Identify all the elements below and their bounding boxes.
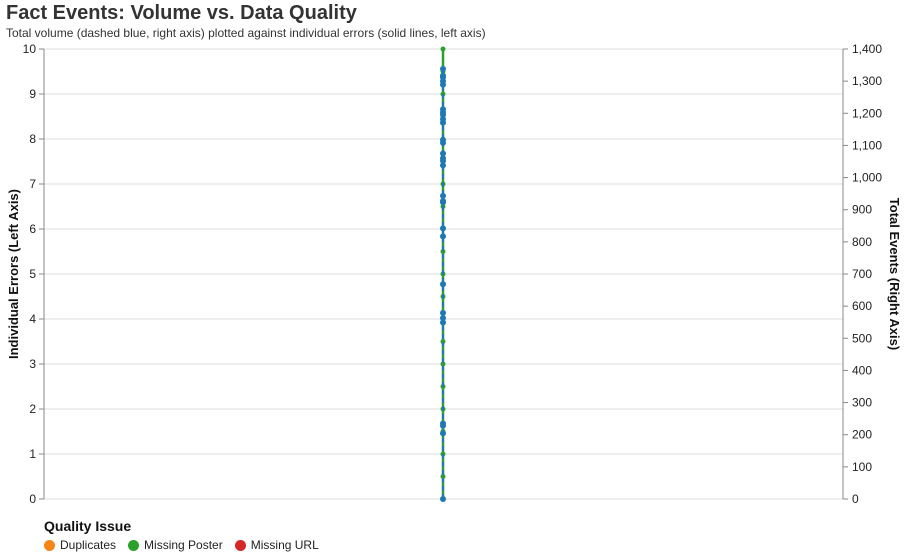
right-axis-title: Total Events (Right Axis) bbox=[887, 198, 902, 350]
right-tick-label: 1,000 bbox=[852, 171, 882, 185]
left-axis-title: Individual Errors (Left Axis) bbox=[6, 189, 21, 359]
left-tick-label: 6 bbox=[29, 222, 36, 236]
legend: Quality Issue Duplicates Missing Poster Mi… bbox=[44, 518, 319, 552]
legend-items: Duplicates Missing Poster Missing URL bbox=[44, 538, 319, 552]
right-tick-label: 900 bbox=[852, 203, 872, 217]
data-point bbox=[440, 225, 446, 232]
legend-swatch bbox=[234, 539, 246, 551]
data-point bbox=[440, 198, 446, 205]
left-tick-label: 4 bbox=[29, 312, 36, 326]
legend-label: Missing Poster bbox=[144, 538, 223, 552]
right-tick-label: 1,300 bbox=[852, 74, 882, 88]
data-point bbox=[440, 162, 446, 169]
right-tick-label: 1,200 bbox=[852, 106, 882, 120]
data-point bbox=[440, 430, 446, 437]
right-tick-label: 0 bbox=[852, 492, 859, 506]
chart-canvas: 0 1 2 3 4 5 6 7 8 9 10 0 100 200 300 400 500 600 700 800 90… bbox=[6, 42, 902, 506]
left-tick-label: 10 bbox=[23, 42, 37, 56]
left-tick-label: 8 bbox=[29, 132, 36, 146]
data-point bbox=[440, 249, 446, 254]
left-tick-label: 9 bbox=[29, 87, 36, 101]
left-tick-label: 1 bbox=[29, 447, 36, 461]
legend-item[interactable]: Duplicates bbox=[44, 538, 116, 552]
right-tick-label: 400 bbox=[852, 363, 872, 377]
left-tick-label: 2 bbox=[29, 402, 36, 416]
legend-item[interactable]: Missing URL bbox=[234, 538, 319, 552]
data-point bbox=[440, 116, 446, 123]
right-tick-label: 800 bbox=[852, 235, 872, 249]
legend-swatch bbox=[128, 539, 140, 551]
data-point bbox=[440, 474, 446, 479]
left-tick-label: 7 bbox=[29, 177, 36, 191]
right-tick-label: 100 bbox=[852, 460, 872, 474]
data-point bbox=[440, 281, 446, 288]
right-tick-label: 500 bbox=[852, 331, 872, 345]
data-point bbox=[440, 315, 446, 322]
data-point bbox=[440, 233, 446, 240]
right-axis: 0 100 200 300 400 500 600 700 800 900 1,000 1,100 1,… bbox=[842, 42, 882, 506]
data-point bbox=[440, 339, 446, 344]
data-point bbox=[440, 46, 446, 52]
right-tick-label: 1,100 bbox=[852, 138, 882, 152]
left-axis: 0 1 2 3 4 5 6 7 8 9 10 bbox=[23, 42, 45, 506]
right-tick-label: 700 bbox=[852, 267, 872, 281]
right-tick-label: 300 bbox=[852, 396, 872, 410]
left-tick-label: 3 bbox=[29, 357, 36, 371]
chart-subtitle: Total volume (dashed blue, right axis) p… bbox=[6, 26, 486, 40]
data-point bbox=[440, 420, 446, 427]
data-point bbox=[440, 155, 446, 162]
data-point bbox=[440, 361, 446, 367]
right-tick-label: 1,400 bbox=[852, 42, 882, 56]
data-point bbox=[440, 106, 446, 113]
right-tick-label: 600 bbox=[852, 299, 872, 313]
left-tick-label: 0 bbox=[29, 492, 36, 506]
legend-label: Duplicates bbox=[60, 538, 117, 552]
data-point bbox=[440, 192, 446, 199]
legend-title: Quality Issue bbox=[44, 518, 132, 534]
legend-label: Missing URL bbox=[250, 538, 319, 552]
data-point bbox=[440, 319, 446, 326]
chart-title: Fact Events: Volume vs. Data Quality bbox=[6, 2, 357, 24]
left-tick-label: 5 bbox=[29, 267, 36, 281]
data-point bbox=[440, 72, 446, 79]
data-point bbox=[440, 496, 446, 502]
legend-swatch bbox=[44, 539, 55, 551]
data-point bbox=[440, 136, 446, 143]
data-point bbox=[440, 65, 446, 72]
series-layer bbox=[440, 46, 446, 502]
data-point bbox=[440, 150, 446, 157]
data-point bbox=[440, 309, 446, 316]
legend-item[interactable]: Missing Poster bbox=[128, 538, 223, 552]
right-tick-label: 200 bbox=[852, 428, 872, 442]
